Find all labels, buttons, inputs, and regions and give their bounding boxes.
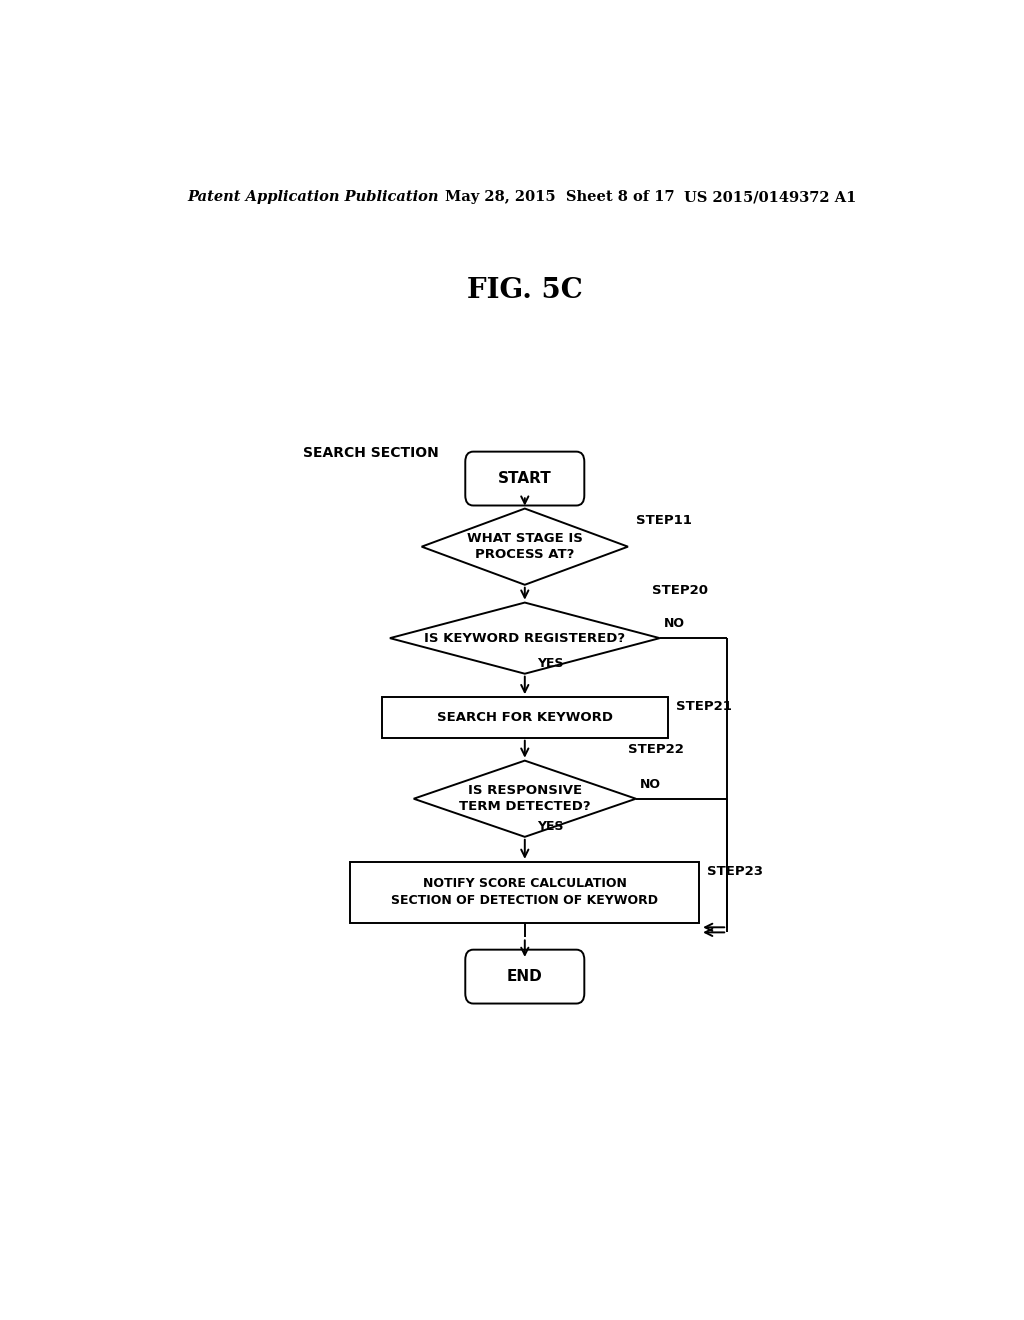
Text: WHAT STAGE IS
PROCESS AT?: WHAT STAGE IS PROCESS AT? bbox=[467, 532, 583, 561]
Polygon shape bbox=[414, 760, 636, 837]
Text: YES: YES bbox=[537, 820, 563, 833]
Text: NOTIFY SCORE CALCULATION
SECTION OF DETECTION OF KEYWORD: NOTIFY SCORE CALCULATION SECTION OF DETE… bbox=[391, 878, 658, 907]
FancyBboxPatch shape bbox=[465, 949, 585, 1003]
Text: FIG. 5C: FIG. 5C bbox=[467, 277, 583, 304]
Text: STEP22: STEP22 bbox=[628, 743, 684, 755]
Polygon shape bbox=[390, 602, 659, 673]
Bar bbox=[350, 862, 699, 923]
FancyBboxPatch shape bbox=[465, 451, 585, 506]
Text: Patent Application Publication: Patent Application Publication bbox=[187, 190, 439, 205]
Text: STEP21: STEP21 bbox=[676, 700, 731, 713]
Text: START: START bbox=[498, 471, 552, 486]
Polygon shape bbox=[422, 508, 628, 585]
Text: IS RESPONSIVE
TERM DETECTED?: IS RESPONSIVE TERM DETECTED? bbox=[459, 784, 591, 813]
Text: US 2015/0149372 A1: US 2015/0149372 A1 bbox=[684, 190, 856, 205]
Text: IS KEYWORD REGISTERED?: IS KEYWORD REGISTERED? bbox=[424, 632, 626, 644]
Text: NO: NO bbox=[640, 777, 660, 791]
Text: STEP20: STEP20 bbox=[652, 585, 708, 598]
Text: SEARCH FOR KEYWORD: SEARCH FOR KEYWORD bbox=[437, 711, 612, 723]
Text: May 28, 2015  Sheet 8 of 17: May 28, 2015 Sheet 8 of 17 bbox=[445, 190, 675, 205]
Text: STEP23: STEP23 bbox=[708, 865, 763, 878]
Text: NO: NO bbox=[664, 616, 685, 630]
Text: END: END bbox=[507, 969, 543, 985]
Bar bbox=[382, 697, 668, 738]
Text: YES: YES bbox=[537, 656, 563, 669]
Text: STEP11: STEP11 bbox=[636, 513, 692, 527]
Text: SEARCH SECTION: SEARCH SECTION bbox=[303, 446, 438, 461]
